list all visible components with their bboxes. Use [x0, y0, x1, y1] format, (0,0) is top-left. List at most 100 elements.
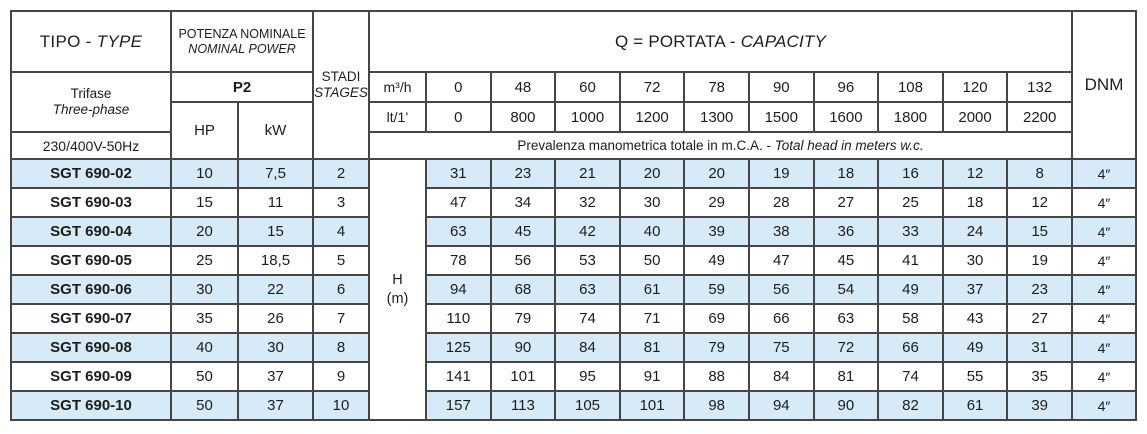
head-value-cell: 47	[747, 245, 815, 276]
header-row-2: Trifase Three-phase P2 m³/h 0 48 60 72 78…	[10, 71, 1136, 133]
kw-cell: 37	[236, 361, 315, 392]
head-value-cell: 79	[489, 303, 557, 334]
head-value-cell: 105	[554, 390, 621, 421]
head-value-cell: 74	[554, 303, 621, 334]
table-row: SGT 690-02 10 7,5 2 H (m) 31 23 21 20 20 …	[10, 158, 1137, 421]
table-row: SGT 690-06 30 22 6 94 68 63 61 59 56 54 …	[10, 274, 1137, 305]
stages-cell: 4	[312, 216, 371, 247]
model-cell: SGT 690-10	[10, 390, 172, 421]
m3h-value-cell: 0	[425, 71, 492, 103]
stages-cell: 6	[312, 274, 371, 305]
kw-cell: 15	[236, 216, 315, 247]
lt-value-cell: 1500	[747, 101, 815, 133]
head-value-cell: 28	[747, 187, 815, 218]
header-row-1: TIPO - TYPE POTENZA NOMINALE NOMINAL POWE…	[10, 10, 1137, 160]
head-value-cell: 72	[812, 332, 880, 363]
header-tipo-type: TIPO - TYPE	[10, 10, 172, 73]
head-value-cell: 66	[877, 332, 944, 363]
stages-cell: 7	[312, 303, 371, 334]
table-row: SGT 690-03 15 11 3 47 34 32 30 29 28 27 …	[10, 187, 1137, 218]
head-value-cell: 71	[618, 303, 686, 334]
stages-cell: 5	[312, 245, 371, 276]
head-value-cell: 23	[1006, 274, 1073, 305]
m3h-value-cell: 78	[683, 71, 750, 103]
head-value-cell: 81	[618, 332, 686, 363]
head-value-cell: 56	[747, 274, 815, 305]
head-value-cell: 38	[747, 216, 815, 247]
hp-cell: 25	[170, 245, 239, 276]
kw-cell: 26	[236, 303, 315, 334]
dnm-cell: 4″	[1071, 390, 1137, 421]
head-value-cell: 68	[489, 274, 557, 305]
m3h-value-cell: 132	[1006, 71, 1073, 103]
head-value-cell: 19	[747, 158, 815, 189]
model-cell: SGT 690-05	[10, 245, 172, 276]
m-label: (m)	[386, 290, 409, 307]
head-value-cell: 27	[812, 187, 880, 218]
hp-cell: 10	[170, 158, 239, 189]
head-value-cell: 54	[812, 274, 880, 305]
kw-cell: 11	[236, 187, 315, 218]
kw-cell: 22	[236, 274, 315, 305]
hp-cell: 50	[170, 390, 239, 421]
head-value-cell: 47	[425, 187, 492, 218]
header-nominal-power: POTENZA NOMINALE NOMINAL POWER	[169, 10, 315, 73]
header-kw: kW	[236, 101, 315, 160]
head-value-cell: 30	[941, 245, 1009, 276]
header-dnm: DNM	[1071, 10, 1137, 160]
head-value-cell: 91	[618, 361, 686, 392]
stadi-line1: STADI	[321, 68, 361, 84]
type-label-italic: TYPE	[96, 31, 143, 51]
stages-cell: 3	[312, 187, 371, 218]
head-value-cell: 16	[877, 158, 944, 189]
head-value-cell: 61	[941, 390, 1009, 421]
head-value-cell: 49	[683, 245, 750, 276]
hp-cell: 50	[170, 361, 239, 392]
header-row-4: 230/400V-50Hz Prevalenza manometrica tot…	[10, 131, 1136, 160]
header-p2: P2	[169, 71, 315, 103]
head-value-cell: 75	[747, 332, 815, 363]
m3h-value-cell: 108	[877, 71, 944, 103]
kw-cell: 7,5	[236, 158, 315, 189]
stages-cell: 8	[312, 332, 371, 363]
head-value-cell: 49	[877, 274, 944, 305]
table-row: SGT 690-10 50 37 10 157 113 105 101 98 9…	[10, 390, 1137, 421]
head-value-cell: 33	[877, 216, 944, 247]
head-value-cell: 29	[683, 187, 750, 218]
head-value-cell: 63	[425, 216, 492, 247]
head-value-cell: 12	[1006, 187, 1073, 218]
head-value-cell: 110	[425, 303, 492, 334]
head-value-cell: 59	[683, 274, 750, 305]
table-row: SGT 690-04 20 15 4 63 45 42 40 39 38 36 …	[10, 216, 1137, 247]
head-value-cell: 24	[941, 216, 1009, 247]
hp-cell: 20	[170, 216, 239, 247]
head-value-cell: 36	[812, 216, 880, 247]
head-value-cell: 39	[683, 216, 750, 247]
header-row-3: HP kW lt/1’ 0 800 1000 1200 1300 1500 16…	[11, 101, 1136, 160]
head-value-cell: 94	[747, 390, 815, 421]
head-value-cell: 88	[683, 361, 750, 392]
head-value-cell: 30	[618, 187, 686, 218]
hp-cell: 40	[170, 332, 239, 363]
table-row: SGT 690-05 25 18,5 5 78 56 53 50 49 47 4…	[10, 245, 1137, 276]
head-value-cell: 98	[683, 390, 750, 421]
header-lt-unit: lt/1’	[368, 101, 428, 133]
head-value-cell: 23	[489, 158, 557, 189]
header-total-head: Prevalenza manometrica totale in m.C.A. …	[368, 131, 1073, 160]
trifase-line1: Trifase	[70, 85, 112, 101]
stages-cell: 2	[312, 158, 371, 189]
head-value-cell: 20	[683, 158, 750, 189]
head-value-cell: 63	[812, 303, 880, 334]
head-value-cell: 66	[747, 303, 815, 334]
m3h-value-cell: 60	[554, 71, 621, 103]
model-cell: SGT 690-03	[10, 187, 172, 218]
header-capacity-title: Q = PORTATA - CAPACITY	[368, 10, 1073, 73]
lt-value-cell: 1600	[812, 101, 880, 133]
lt-value-cell: 0	[425, 101, 492, 133]
q-portata-label: Q = PORTATA -	[614, 31, 741, 51]
head-value-cell: 53	[554, 245, 621, 276]
head-value-cell: 45	[489, 216, 557, 247]
head-value-cell: 20	[618, 158, 686, 189]
head-value-cell: 12	[941, 158, 1009, 189]
dnm-cell: 4″	[1071, 274, 1137, 305]
